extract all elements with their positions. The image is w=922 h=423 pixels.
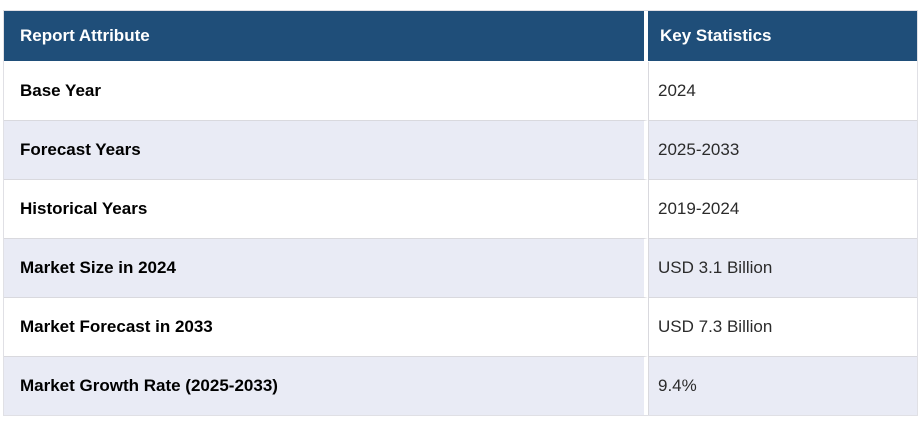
- value-cell: USD 3.1 Billion: [648, 239, 917, 298]
- value-cell: USD 7.3 Billion: [648, 298, 917, 357]
- header-cell-report-attribute: Report Attribute: [4, 11, 648, 62]
- table-row-historical-years: Historical Years 2019-2024: [4, 180, 917, 239]
- table-row-forecast-years: Forecast Years 2025-2033: [4, 121, 917, 180]
- table-row-market-forecast: Market Forecast in 2033 USD 7.3 Billion: [4, 298, 917, 357]
- attribute-cell: Market Growth Rate (2025-2033): [4, 357, 648, 415]
- header-row: Report Attribute Key Statistics: [4, 11, 917, 62]
- header-cell-key-statistics: Key Statistics: [648, 11, 917, 62]
- value-cell: 2019-2024: [648, 180, 917, 239]
- attribute-cell: Market Size in 2024: [4, 239, 648, 298]
- report-attributes-table: Report Attribute Key Statistics Base Yea…: [3, 10, 918, 416]
- value-cell: 9.4%: [648, 357, 917, 415]
- attribute-cell: Base Year: [4, 62, 648, 121]
- attribute-cell: Historical Years: [4, 180, 648, 239]
- table-row-base-year: Base Year 2024: [4, 62, 917, 121]
- table-row-market-size: Market Size in 2024 USD 3.1 Billion: [4, 239, 917, 298]
- table-header: Report Attribute Key Statistics: [4, 11, 917, 62]
- table-body: Base Year 2024 Forecast Years 2025-2033 …: [4, 62, 917, 415]
- attribute-cell: Market Forecast in 2033: [4, 298, 648, 357]
- attribute-cell: Forecast Years: [4, 121, 648, 180]
- value-cell: 2025-2033: [648, 121, 917, 180]
- value-cell: 2024: [648, 62, 917, 121]
- table-row-market-growth-rate: Market Growth Rate (2025-2033) 9.4%: [4, 357, 917, 415]
